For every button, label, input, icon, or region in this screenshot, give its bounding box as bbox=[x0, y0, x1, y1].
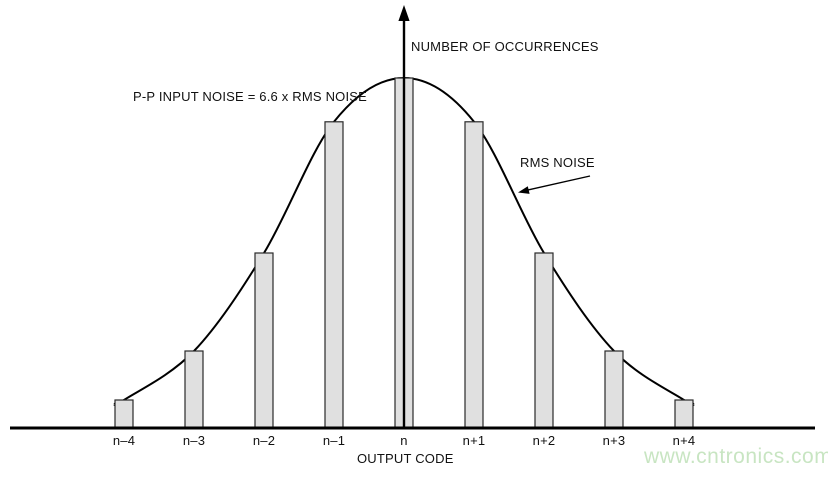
y-axis-label: NUMBER OF OCCURRENCES bbox=[411, 39, 599, 54]
rms-arrow-line bbox=[526, 175, 591, 191]
histogram-bar-n–4 bbox=[114, 399, 134, 429]
x-tick-label-n+3: n+3 bbox=[602, 433, 626, 448]
x-tick-label-n–1: n–1 bbox=[322, 433, 346, 448]
rms-noise-annotation: RMS NOISE bbox=[520, 155, 595, 170]
histogram-bars bbox=[114, 77, 694, 429]
histogram-bar-n+2 bbox=[534, 252, 554, 429]
x-tick-label-n–3: n–3 bbox=[182, 433, 206, 448]
y-axis-arrowhead-icon bbox=[398, 5, 410, 21]
x-axis-line bbox=[10, 426, 815, 430]
x-tick-label-n+4: n+4 bbox=[672, 433, 696, 448]
histogram-bar-n+4 bbox=[674, 399, 694, 429]
rms-arrowhead-icon bbox=[518, 186, 530, 194]
histogram-bar-n+3 bbox=[604, 350, 624, 429]
x-tick-label-n–2: n–2 bbox=[252, 433, 276, 448]
watermark: www.cntronics.com bbox=[644, 445, 828, 468]
histogram-bar-n–1 bbox=[324, 121, 344, 429]
histogram-bar-n+1 bbox=[464, 121, 484, 429]
histogram-bar-n–2 bbox=[254, 252, 274, 429]
x-tick-label-n: n bbox=[400, 433, 408, 448]
histogram-bar-n–3 bbox=[184, 350, 204, 429]
pp-noise-annotation: P-P INPUT NOISE = 6.6 x RMS NOISE bbox=[133, 89, 368, 104]
x-tick-label-n+2: n+2 bbox=[532, 433, 556, 448]
x-tick-label-n+1: n+1 bbox=[462, 433, 486, 448]
x-tick-label-n–4: n–4 bbox=[112, 433, 136, 448]
x-axis-label: OUTPUT CODE bbox=[357, 451, 454, 466]
